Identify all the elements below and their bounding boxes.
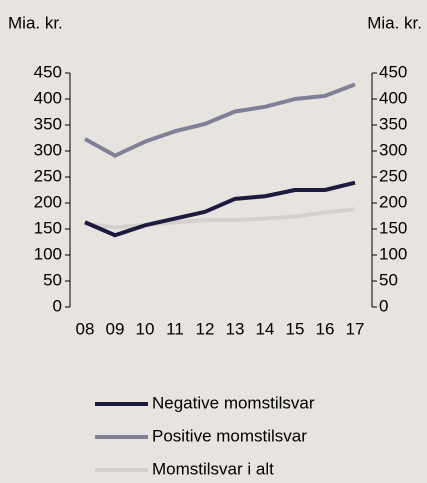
x-tick-label: 10 <box>136 319 155 338</box>
y-tick-label: 250 <box>34 166 62 185</box>
x-tick-label: 08 <box>76 319 95 338</box>
y-tick-label: 50 <box>43 270 62 289</box>
y-tick-label: 300 <box>34 140 62 159</box>
x-tick-label: 11 <box>166 319 184 338</box>
y2-tick-label: 100 <box>379 244 407 263</box>
y-axis-title: Mia. kr. <box>8 13 63 32</box>
y-tick-label: 100 <box>34 244 62 263</box>
legend-label: Positive momstilsvar <box>152 426 307 445</box>
y-tick-label: 450 <box>34 62 62 81</box>
y2-tick-label: 50 <box>379 270 398 289</box>
y2-tick-label: 450 <box>379 62 407 81</box>
x-tick-label: 16 <box>316 319 335 338</box>
y-tick-label: 0 <box>53 296 62 315</box>
y-tick-label: 350 <box>34 114 62 133</box>
y2-tick-label: 200 <box>379 192 407 211</box>
x-tick-label: 09 <box>106 319 125 338</box>
y2-tick-label: 350 <box>379 114 407 133</box>
y-tick-label: 200 <box>34 192 62 211</box>
y2-tick-label: 150 <box>379 218 407 237</box>
y-tick-label: 400 <box>34 88 62 107</box>
line-series <box>84 82 356 158</box>
x-tick-label: 15 <box>286 319 305 338</box>
x-tick-label: 14 <box>256 319 275 338</box>
y2-tick-label: 400 <box>379 88 407 107</box>
y2-tick-label: 250 <box>379 166 407 185</box>
legend-label: Momstilsvar i alt <box>152 459 274 478</box>
y2-axis-title: Mia. kr. <box>367 13 422 32</box>
line-series <box>84 180 356 238</box>
y-tick-label: 150 <box>34 218 62 237</box>
y2-tick-label: 300 <box>379 140 407 159</box>
x-tick-label: 12 <box>196 319 215 338</box>
legend-label: Negative momstilsvar <box>152 393 315 412</box>
y2-tick-label: 0 <box>379 296 388 315</box>
x-tick-label: 17 <box>346 319 365 338</box>
x-tick-label: 13 <box>226 319 245 338</box>
line-series <box>84 207 356 230</box>
